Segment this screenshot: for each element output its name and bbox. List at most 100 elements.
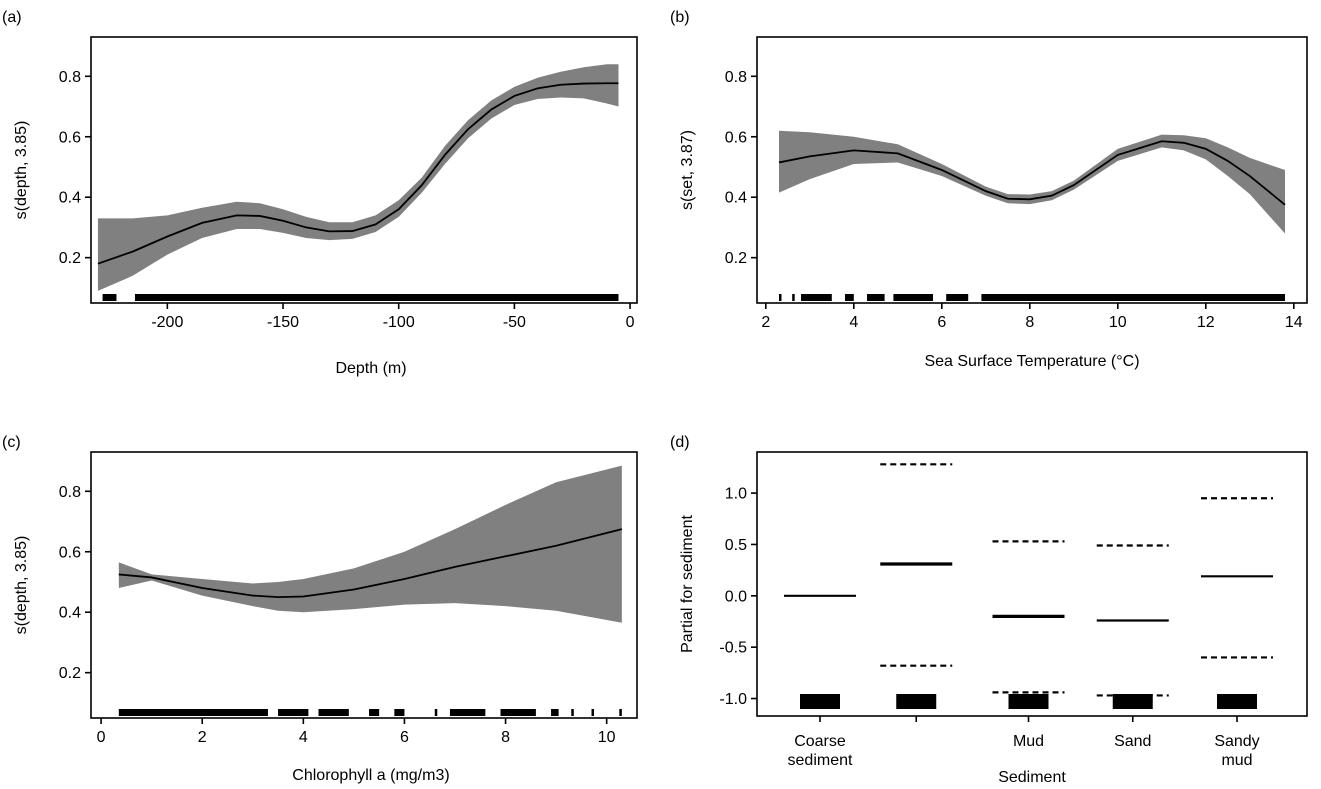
panel-c-x-tick-label: 0	[97, 729, 106, 746]
panel-b-rug-mark	[981, 294, 1285, 301]
panel-b-x-tick-label: 14	[1285, 314, 1303, 331]
panel-c-y-tick-label: 0.8	[59, 484, 81, 501]
panel-b-x-tick-label: 4	[849, 314, 858, 331]
panel-a-rug-mark	[102, 294, 117, 301]
panel-b-y-tick-label: 0.2	[725, 250, 747, 267]
panel-b-plot-frame	[756, 36, 1308, 304]
panel-c-y-tick-label: 0.4	[59, 605, 81, 622]
panel-a-x-tick-label: -100	[383, 314, 415, 331]
panel-a-rug	[102, 294, 619, 301]
panel-c-rug-mark	[394, 709, 405, 716]
panel-b-x-axis-label: Sea Surface Temperature (°C)	[924, 353, 1139, 370]
panel-a-fit-line	[97, 82, 619, 265]
panel-c-y-axis-label: s(depth, 3.85)	[13, 536, 30, 635]
panel-a-x-tick-label: -50	[503, 314, 526, 331]
panel-a-band	[97, 64, 619, 291]
panel-d-x-tick-label: sediment	[788, 752, 853, 769]
panel-b-rug-mark	[779, 294, 782, 301]
panel-c-rug-mark	[571, 709, 574, 716]
panel-c-band	[118, 465, 622, 623]
panel-b-x-tick-label: 10	[1109, 314, 1127, 331]
panel-c-x-tick-label: 2	[198, 729, 207, 746]
panel-b-rug-mark	[792, 294, 795, 301]
panel-c-axes: 0 2 4 6 8 10 0.2 0.4 0.6 0.8	[59, 484, 616, 746]
panel-c-x-tick-label: 4	[299, 729, 308, 746]
panel-c-rug-mark	[591, 709, 595, 716]
panel-b: (b) 2 4 6 8 10 12 14 0.2 0.4 0.6 0.8 Sea Surface T…	[670, 9, 1308, 370]
panel-a-y-tick-label: 0.2	[59, 250, 81, 267]
panel-a-fit	[97, 82, 619, 265]
panel-d-y-tick-label: 0.5	[725, 537, 747, 554]
panel-c-rug-mark	[434, 709, 438, 716]
panel-a-y-tick-label: 0.4	[59, 190, 81, 207]
panel-d-y-tick-label: -0.5	[719, 640, 747, 657]
panel-d-x-tick-label: Coarse	[794, 733, 846, 750]
panel-b-fit	[778, 140, 1286, 206]
panel-d-rug-mark	[1112, 694, 1153, 709]
panel-c-y-tick-label: 0.2	[59, 665, 81, 682]
panel-d-x-tick-label: mud	[1221, 752, 1252, 769]
panel-c: (c) 0 2 4 6 8 10 0.2 0.4 0.6 0.8 Chlorophyll a (m…	[2, 434, 638, 784]
panel-d-rug-mark	[896, 694, 937, 709]
panel-c-confidence-band	[118, 465, 622, 623]
panel-c-rug-mark	[449, 709, 486, 716]
panel-b-rug-mark	[867, 294, 885, 301]
panel-d-x-tick-label: Mud	[1013, 733, 1044, 750]
panel-a-y-tick-label: 0.8	[59, 69, 81, 86]
panel-d: (d) -1.0 -0.5 0.0 0.5 1.0 Coarse sediment Mud Sa…	[670, 434, 1308, 786]
panel-a-y-tick-label: 0.6	[59, 129, 81, 146]
panel-b-rug-mark	[801, 294, 832, 301]
panel-d-x-axis-label: Sediment	[998, 769, 1066, 786]
panel-a-rug-mark	[134, 294, 619, 301]
panel-c-x-tick-label: 6	[400, 729, 409, 746]
panel-d-plot-frame	[756, 451, 1308, 717]
panel-c-rug-mark	[500, 709, 536, 716]
panel-a-y-axis-label: s(depth, 3.85)	[13, 121, 30, 220]
panel-b-y-axis-label: s(set, 3.87)	[679, 130, 696, 210]
panel-d-y-tick-label: 0.0	[725, 588, 747, 605]
panel-d-rug-mark	[1008, 694, 1049, 709]
panel-b-band	[779, 130, 1285, 234]
panel-a-axes: -200 -150 -100 -50 0 0.2 0.4 0.6 0.8	[59, 69, 635, 331]
panel-c-rug	[118, 709, 622, 716]
panel-b-fit-line	[778, 140, 1286, 206]
panel-c-fit-line	[118, 528, 623, 598]
panel-b-x-tick-label: 12	[1197, 314, 1215, 331]
panel-b-axes: 2 4 6 8 10 12 14 0.2 0.4 0.6 0.8	[725, 69, 1303, 331]
panel-c-rug-mark	[118, 709, 268, 716]
panel-b-rug-mark	[946, 294, 969, 301]
panel-a-plot-frame	[90, 36, 638, 304]
panel-c-plot-frame	[90, 451, 638, 719]
panel-c-fit	[118, 528, 623, 598]
panel-d-estimates	[784, 562, 1273, 622]
panel-b-x-tick-label: 8	[1025, 314, 1034, 331]
panel-a-x-axis-label: Depth (m)	[335, 360, 406, 377]
panel-d-y-axis-label: Partial for sediment	[679, 515, 696, 653]
panel-d-bounds	[880, 463, 1273, 697]
panel-c-rug-mark	[619, 709, 622, 716]
panel-d-x-tick-label: Sand	[1114, 733, 1151, 750]
panel-c-rug-mark	[369, 709, 380, 716]
panel-d-axes: -1.0 -0.5 0.0 0.5 1.0 Coarse sediment Mud Sand Sa…	[719, 486, 1259, 769]
panel-d-y-tick-label: -1.0	[719, 691, 747, 708]
panel-a-x-tick-label: 0	[626, 314, 635, 331]
panel-a-x-tick-label: -150	[267, 314, 299, 331]
panel-c-y-tick-label: 0.6	[59, 544, 81, 561]
panel-c-x-tick-label: 10	[598, 729, 616, 746]
panel-d-rug	[800, 694, 1257, 709]
panel-a: (a) -200 -150 -100 -50 0 0.2 0.4 0.6 0.8 Depth (…	[2, 9, 638, 377]
panel-b-rug	[779, 294, 1285, 301]
panel-b-y-tick-label: 0.4	[725, 190, 747, 207]
panel-c-rug-mark	[551, 709, 559, 716]
panel-a-confidence-band	[97, 64, 619, 291]
panel-d-y-tick-label: 1.0	[725, 486, 747, 503]
panel-b-x-tick-label: 6	[937, 314, 946, 331]
panel-c-x-axis-label: Chlorophyll a (mg/m3)	[292, 767, 449, 784]
panel-d-rug-mark	[1217, 694, 1257, 709]
panel-b-y-tick-label: 0.8	[725, 69, 747, 86]
panel-c-rug-mark	[318, 709, 349, 716]
panel-c-x-tick-label: 8	[501, 729, 510, 746]
panel-c-rug-mark	[278, 709, 309, 716]
panel-c-label: (c)	[2, 434, 21, 451]
